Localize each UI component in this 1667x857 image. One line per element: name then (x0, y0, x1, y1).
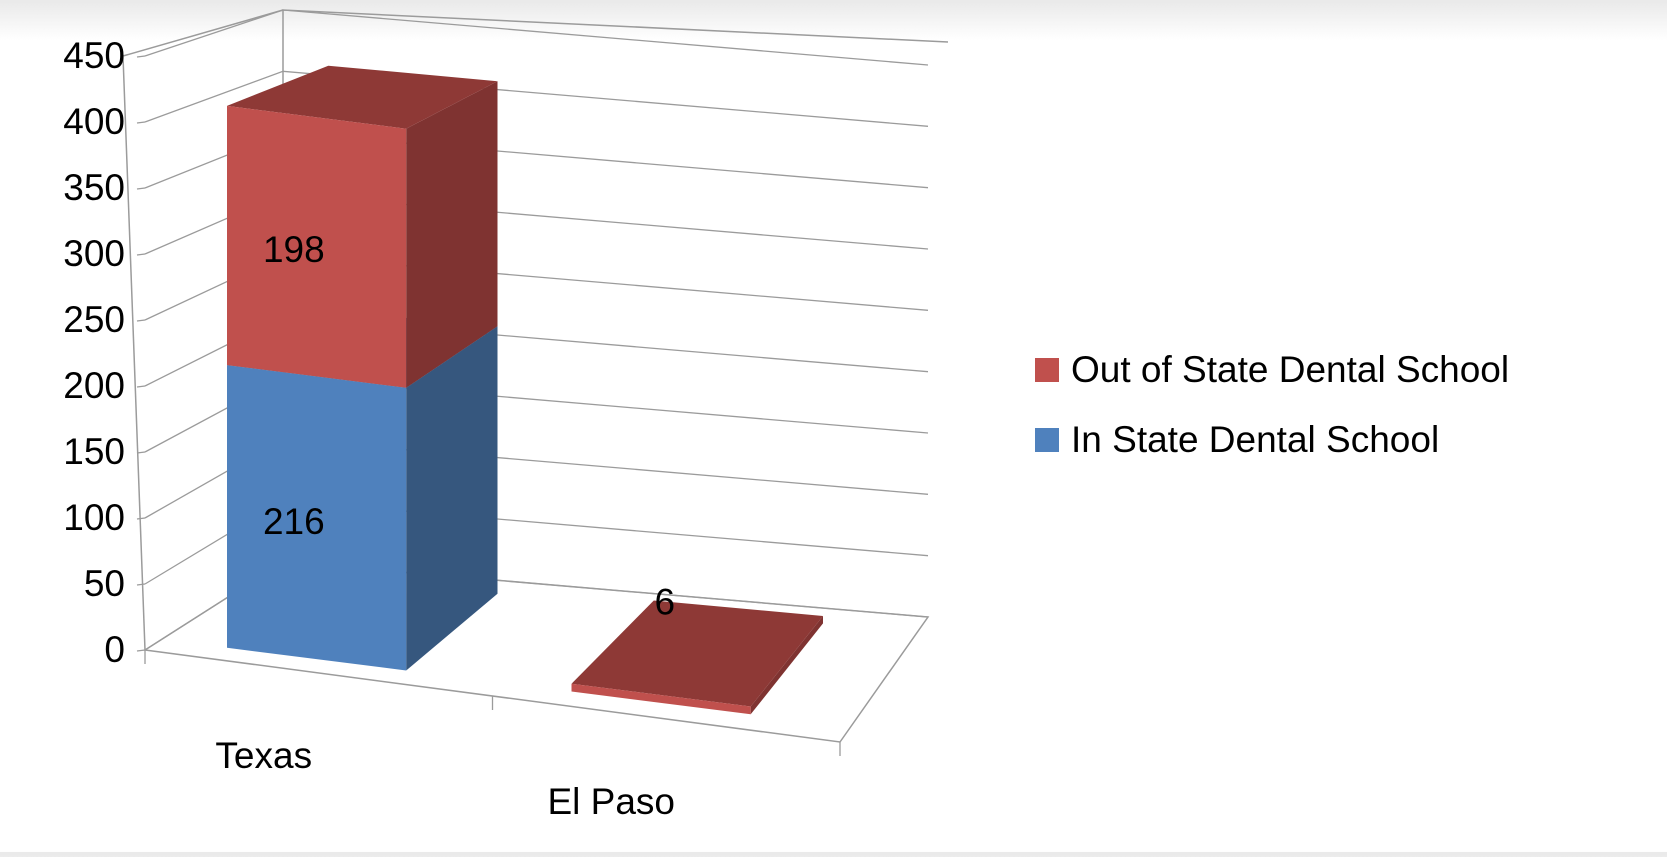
value-axis-line (122, 55, 146, 651)
y-tick-mark-0 (136, 649, 146, 652)
data-label: 6 (654, 582, 675, 623)
data-label: 198 (263, 229, 325, 270)
legend-label-in-state-dental-school: In State Dental School (1071, 419, 1439, 460)
bar-el-paso-out-of-state-dental-school (571, 683, 751, 715)
y-tick-label: 450 (63, 35, 125, 76)
y-tick-label: 50 (84, 563, 125, 604)
gridline-400 (144, 70, 929, 127)
y-tick-label: 350 (63, 167, 125, 208)
axes: 0 50 100 150 200 250 300 350 400 450 Texas El Paso (63, 35, 841, 822)
y-tick-mark-250 (136, 319, 146, 322)
y-tick-mark-300 (136, 253, 146, 256)
y-tick-label: 300 (63, 233, 125, 274)
x-tick-label: Texas (215, 735, 312, 776)
bar-texas-out-of-state-dental-school (227, 105, 407, 388)
y-tick-mark-450 (136, 55, 146, 58)
bar-texas-in-state-dental-school (227, 365, 407, 671)
y-tick-mark-150 (136, 451, 146, 454)
y-tick-label: 250 (63, 299, 125, 340)
data-labels: 216 198 6 (263, 229, 675, 623)
y-tick-label: 0 (104, 629, 125, 670)
data-label: 216 (263, 501, 325, 542)
legend-swatch-out-of-state-dental-school (1035, 358, 1059, 382)
y-tick-mark-50 (136, 583, 146, 586)
bar-side-texas-out-of-state-dental-school (406, 81, 498, 388)
legend-label-out-of-state-dental-school: Out of State Dental School (1071, 349, 1509, 390)
side-wall-top-edge (122, 9, 284, 57)
bar-side-el-paso-out-of-state-dental-school (750, 616, 823, 715)
y-tick-mark-400 (136, 121, 146, 124)
gridline-450 (144, 9, 929, 66)
y-tick-label: 200 (63, 365, 125, 406)
legend: Out of State Dental School In State Denta… (1035, 349, 1509, 460)
x-tick-label: El Paso (547, 781, 675, 822)
bar-side-texas-in-state-dental-school (406, 326, 498, 671)
y-tick-label: 150 (63, 431, 125, 472)
legend-swatch-in-state-dental-school (1035, 428, 1059, 452)
bars (227, 65, 823, 715)
y-tick-label: 100 (63, 497, 125, 538)
y-tick-mark-350 (136, 187, 146, 190)
bar-top-el-paso-out-of-state-dental-school (571, 600, 823, 707)
y-tick-label: 400 (63, 101, 125, 142)
y-tick-mark-100 (136, 517, 146, 520)
bar-top-texas-out-of-state-dental-school (227, 65, 498, 129)
y-tick-mark-200 (136, 385, 146, 388)
